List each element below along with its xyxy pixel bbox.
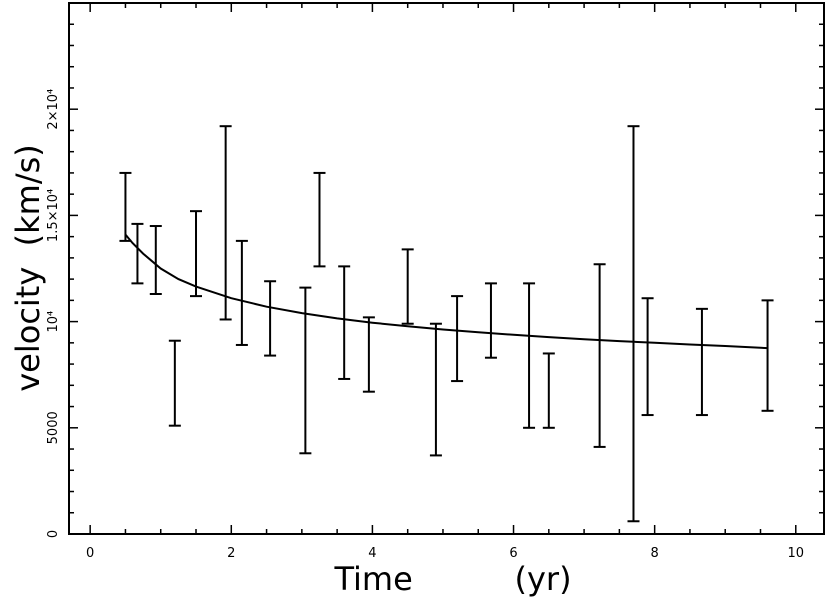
error-bar [641, 297, 654, 417]
error-bar [695, 307, 708, 417]
error-bar [299, 286, 312, 455]
error-bar [338, 265, 351, 380]
error-bar [401, 248, 414, 325]
fit-curve-group [124, 233, 768, 350]
y-axis-label: velocity (km/s) [9, 144, 47, 392]
error-bar [451, 295, 464, 383]
y-tick-label: 5000 [46, 411, 61, 444]
x-tick-label: 10 [788, 546, 805, 561]
error-bar [168, 339, 181, 427]
y-tick-label: 0 [46, 530, 61, 538]
axis-labels: Time (yr) velocity (km/s) [9, 144, 572, 598]
x-tick-label: 4 [368, 546, 376, 561]
error-bar [523, 282, 536, 429]
x-tick-label: 2 [227, 546, 235, 561]
error-bar [219, 125, 232, 321]
error-bar [362, 316, 375, 393]
plot-frame [68, 2, 825, 535]
error-bar [484, 282, 497, 359]
error-bars [119, 125, 774, 523]
error-bar [264, 280, 277, 357]
y-tick-label: 1.5×10⁴ [46, 189, 61, 242]
fit-curve [124, 233, 768, 350]
axis-ticks: 0 2 4 6 8 10 0 5000 10⁴ 1.5×10⁴ 2×10⁴ [46, 3, 824, 561]
error-bar [542, 352, 555, 429]
error-bar [149, 225, 162, 295]
y-tick-label: 2×10⁴ [46, 89, 61, 130]
error-bar [119, 171, 132, 242]
y-tick-label: 10⁴ [46, 311, 61, 333]
error-bar [190, 210, 203, 298]
error-bar [593, 263, 606, 448]
error-bar [627, 125, 640, 523]
error-bar [761, 299, 774, 412]
x-tick-label: 0 [86, 546, 94, 561]
error-bar [235, 239, 248, 346]
error-bar [131, 222, 144, 285]
x-tick-label: 6 [509, 546, 517, 561]
x-tick-label: 8 [651, 546, 659, 561]
x-axis-label: Time (yr) [333, 560, 571, 598]
error-bar [429, 322, 442, 457]
error-bar [313, 171, 326, 268]
